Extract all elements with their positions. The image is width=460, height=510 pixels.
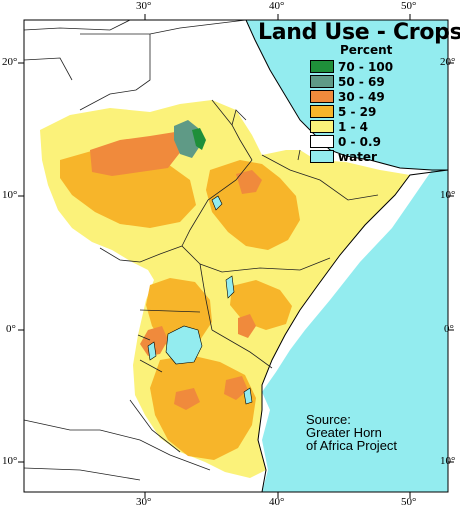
legend-label: 30 - 49 [338, 89, 385, 104]
left-lat-label-20n: 20° [2, 56, 18, 68]
source-line-2: Greater Horn [306, 425, 382, 440]
legend-item: 50 - 69 [310, 74, 440, 89]
map-legend: Percent 70 - 100 50 - 69 30 - 49 5 - 29 1 - … [310, 43, 440, 164]
top-lon-label-50: 50° [401, 0, 417, 12]
right-lat-label-10s: 10° [440, 455, 456, 467]
legend-label: 1 - 4 [338, 119, 369, 134]
legend-swatch [310, 60, 334, 73]
source-note: Source: Greater Horn of Africa Project [306, 413, 397, 452]
right-lat-label-10n: 10° [440, 189, 456, 201]
legend-item: 5 - 29 [310, 104, 440, 119]
legend-label: 70 - 100 [338, 59, 394, 74]
legend-label: 50 - 69 [338, 74, 385, 89]
bottom-lon-label-30: 30° [136, 496, 152, 508]
tick-marks [18, 14, 454, 498]
legend-swatch [310, 135, 334, 148]
country-borders [23, 19, 379, 481]
legend-item: 30 - 49 [310, 89, 440, 104]
legend-item: 0 - 0.9 [310, 134, 440, 149]
left-lat-label-10s: 10° [2, 455, 18, 467]
legend-label: 0 - 0.9 [338, 134, 381, 149]
bottom-lon-label-50: 50° [401, 496, 417, 508]
right-lat-label-20n: 20° [440, 56, 456, 68]
legend-item: 70 - 100 [310, 59, 440, 74]
legend-swatch [310, 105, 334, 118]
map-title: Land Use - Crops [258, 20, 460, 45]
left-lat-label-0: 0° [6, 323, 16, 335]
legend-label: 5 - 29 [338, 104, 377, 119]
legend-swatch [310, 120, 334, 133]
bottom-lon-label-40: 40° [269, 496, 285, 508]
map-frame [23, 19, 449, 493]
right-lat-label-0: 0° [444, 323, 454, 335]
legend-item: water [310, 149, 440, 164]
crop-area-70-100 [192, 128, 206, 150]
top-lon-label-30: 30° [136, 0, 152, 12]
legend-swatch [310, 90, 334, 103]
legend-swatch [310, 75, 334, 88]
source-line-3: of Africa Project [306, 438, 398, 453]
source-line-1: Source: [306, 412, 351, 427]
water-ocean [246, 20, 448, 492]
legend-swatch [310, 150, 334, 163]
crop-area-50-69 [174, 120, 200, 158]
top-lon-label-40: 40° [269, 0, 285, 12]
crop-area-30-49 [90, 132, 262, 410]
legend-label: water [338, 149, 377, 164]
inland-lakes [147, 195, 253, 405]
legend-item: 1 - 4 [310, 119, 440, 134]
left-lat-label-10n: 10° [2, 189, 18, 201]
legend-title: Percent [340, 43, 393, 57]
